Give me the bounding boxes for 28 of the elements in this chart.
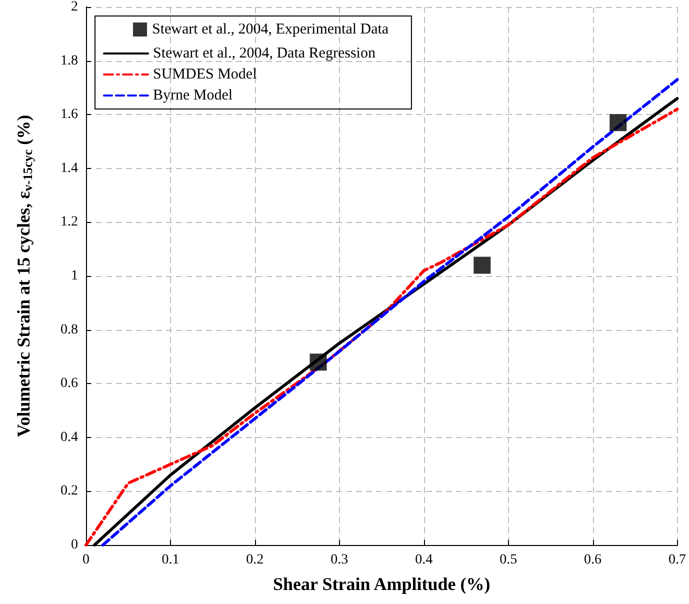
x-tick-label: 0.7 (668, 552, 686, 568)
legend-label: SUMDES Model (153, 66, 257, 82)
x-tick-label: 0.6 (584, 552, 602, 568)
y-axis-title: Volumetric Strain at 15 cycles, εv-15cyc (%) (14, 114, 35, 438)
legend-label: Stewart et al., 2004, Experimental Data (152, 22, 389, 38)
y-tick-label: 0.8 (60, 322, 78, 338)
legend-label: Byrne Model (153, 88, 233, 104)
x-axis-title: Shear Strain Amplitude (%) (273, 574, 490, 594)
x-tick-label: 0.4 (415, 552, 433, 568)
y-tick-label: 2 (71, 0, 78, 14)
x-tick-label: 0.2 (246, 552, 264, 568)
point (310, 354, 327, 371)
point (474, 256, 491, 274)
x-tick-label: 0.1 (162, 552, 180, 568)
y-tick-label: 0.6 (60, 376, 78, 392)
y-tick-label: 0 (71, 538, 78, 552)
x-tick-label: 0.3 (330, 552, 348, 568)
y-tick-label: 1.6 (60, 107, 78, 122)
x-tick-label: 0.5 (500, 552, 518, 568)
y-tick-label: 0.2 (60, 484, 78, 499)
y-tick-label: 0.4 (60, 430, 78, 445)
y-tick-label: 1.4 (60, 160, 78, 176)
y-tick-label: 1 (71, 268, 78, 284)
legend-label: Stewart et al., 2004, Data Regression (153, 46, 376, 62)
x-tick-label: 0 (82, 552, 90, 568)
y-tick-label: 1.2 (60, 214, 78, 230)
y-tick-label: 1.8 (60, 53, 78, 68)
point (610, 114, 627, 132)
